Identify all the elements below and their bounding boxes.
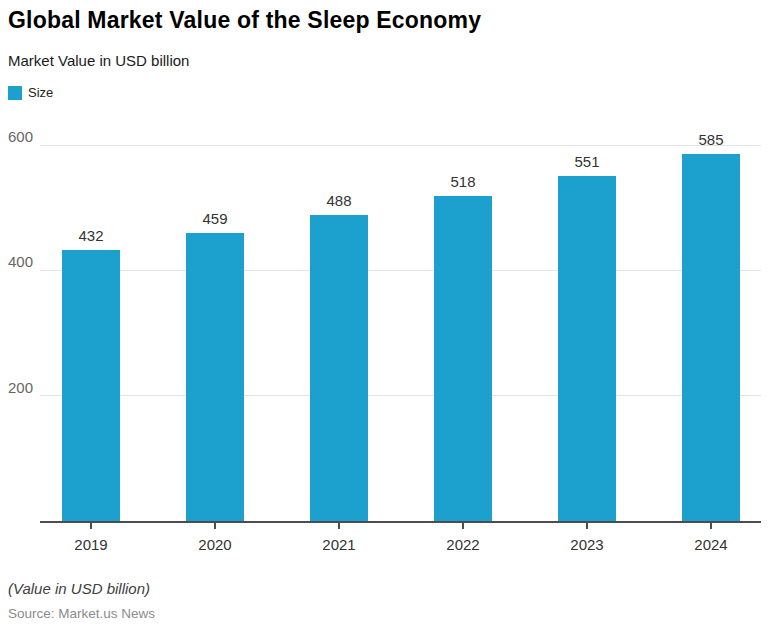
plot-area: 2004006004322019459202048820215182022551… (40, 145, 761, 521)
x-tick-label: 2021 (299, 536, 379, 553)
legend-swatch-icon (8, 86, 22, 100)
x-tick-label: 2024 (671, 536, 751, 553)
bar[interactable] (186, 233, 244, 521)
x-axis-tick (462, 523, 464, 529)
chart-subtitle: Market Value in USD billion (8, 52, 189, 69)
bar[interactable] (434, 196, 492, 521)
bar-value-label: 488 (304, 192, 374, 209)
chart-title: Global Market Value of the Sleep Economy (8, 7, 481, 34)
x-axis-line (40, 521, 761, 523)
x-tick-label: 2022 (423, 536, 503, 553)
legend: Size (8, 85, 53, 100)
gridline (40, 395, 761, 396)
bar-value-label: 459 (180, 210, 250, 227)
x-axis-tick (586, 523, 588, 529)
y-tick-label: 400 (0, 253, 33, 270)
bar[interactable] (62, 250, 120, 521)
legend-item-size[interactable]: Size (8, 85, 53, 100)
gridline (40, 145, 761, 146)
y-tick-label: 600 (0, 128, 33, 145)
bar-value-label: 432 (56, 227, 126, 244)
x-axis-tick (710, 523, 712, 529)
bar-value-label: 518 (428, 173, 498, 190)
x-tick-label: 2020 (175, 536, 255, 553)
y-tick-label: 200 (0, 378, 33, 395)
bar[interactable] (310, 215, 368, 521)
x-tick-label: 2019 (51, 536, 131, 553)
value-footnote: (Value in USD billion) (8, 580, 150, 597)
source-credit: Source: Market.us News (8, 606, 155, 621)
gridline (40, 270, 761, 271)
x-axis-tick (338, 523, 340, 529)
bar-value-label: 551 (552, 153, 622, 170)
x-axis-tick (214, 523, 216, 529)
legend-label: Size (28, 85, 53, 100)
bar[interactable] (558, 176, 616, 521)
x-tick-label: 2023 (547, 536, 627, 553)
bar-value-label: 585 (676, 131, 746, 148)
bar[interactable] (682, 154, 740, 521)
x-axis-tick (90, 523, 92, 529)
